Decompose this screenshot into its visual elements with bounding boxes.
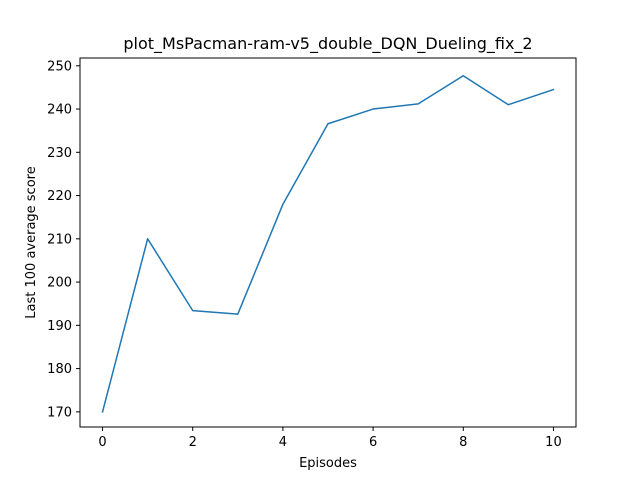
y-tick-label: 180 xyxy=(47,362,72,377)
y-tick-label: 230 xyxy=(47,146,72,161)
y-tick-label: 210 xyxy=(47,232,72,247)
x-tick-label: 2 xyxy=(189,435,197,450)
x-tick-label: 0 xyxy=(98,435,106,450)
plot-area xyxy=(101,74,555,413)
y-tick-label: 250 xyxy=(47,59,72,74)
x-tick-label: 6 xyxy=(369,435,377,450)
y-axis: 170 180 190 200 210 220 230 240 250 xyxy=(47,59,80,420)
y-axis-title: Last 100 average score xyxy=(24,166,39,318)
chart-title: plot_MsPacman-ram-v5_double_DQN_Dueling_… xyxy=(123,34,532,54)
y-tick-label: 170 xyxy=(47,405,72,420)
y-tick-label: 240 xyxy=(47,103,72,118)
x-axis-title: Episodes xyxy=(299,456,357,471)
y-tick-label: 200 xyxy=(47,276,72,291)
x-tick-label: 4 xyxy=(279,435,287,450)
y-tick-label: 220 xyxy=(47,189,72,204)
x-axis: 0 2 4 6 8 10 xyxy=(98,427,562,450)
x-tick-label: 8 xyxy=(459,435,467,450)
y-tick-label: 190 xyxy=(47,319,72,334)
x-tick-label: 10 xyxy=(545,435,562,450)
plot-frame xyxy=(79,57,577,428)
series-line xyxy=(101,74,555,413)
